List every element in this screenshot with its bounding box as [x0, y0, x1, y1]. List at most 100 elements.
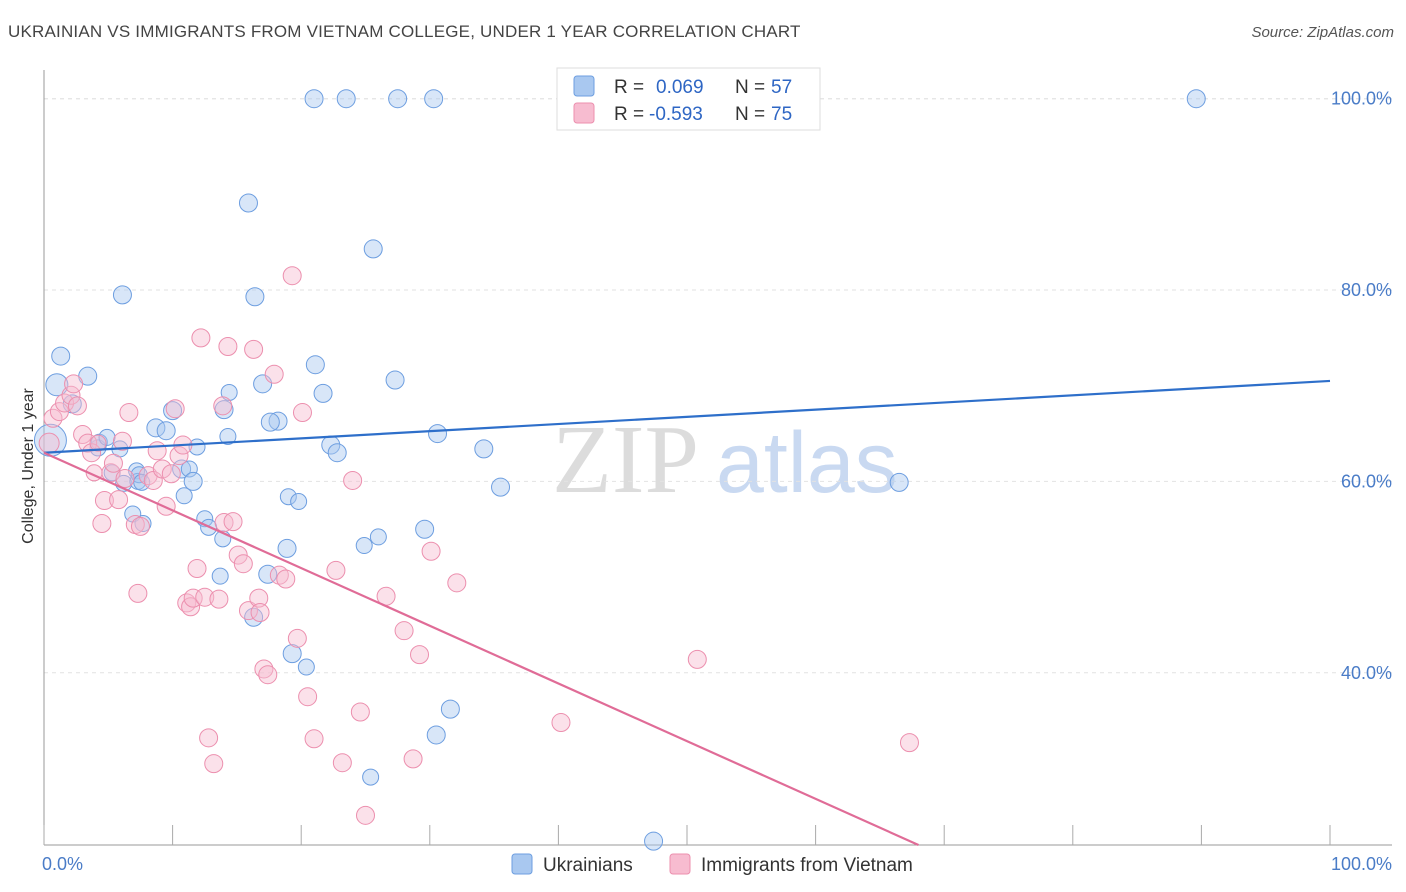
- ukrainian-point: [305, 355, 325, 375]
- vietnam-point: [78, 433, 98, 453]
- vietnam-point: [92, 514, 112, 534]
- vietnam-point: [38, 432, 60, 454]
- y-tick-label: 60.0%: [1341, 471, 1392, 491]
- vietnam-point: [282, 266, 302, 286]
- ukrainian-point: [51, 346, 71, 366]
- ukrainian-point: [428, 424, 448, 444]
- legend-n-label-vietnam: N =: [735, 104, 765, 125]
- x-tick-labels: 0.0% 100.0%: [42, 854, 1392, 874]
- ukrainian-point: [644, 831, 664, 851]
- ukrainian-point: [415, 519, 435, 539]
- vietnam-point: [199, 728, 219, 748]
- vietnam-point: [899, 733, 919, 753]
- legend-r-value-vietnam: -0.593: [649, 104, 703, 125]
- legend-r-label-ukrainians: R =: [614, 77, 644, 98]
- ukrainian-point: [279, 488, 297, 506]
- y-axis-label: College, Under 1 year: [20, 388, 37, 544]
- ukrainian-point: [238, 193, 258, 213]
- vietnam-point: [250, 603, 270, 622]
- ukrainian-point: [245, 287, 265, 307]
- vietnam-point: [115, 469, 135, 489]
- vietnam-point: [218, 337, 238, 357]
- y-tick-label: 80.0%: [1341, 280, 1392, 300]
- legend-label-vietnam: Immigrants from Vietnam: [701, 855, 913, 876]
- legend-r-value-ukrainians: 0.069: [656, 77, 704, 98]
- ukrainian-point: [180, 460, 198, 478]
- ukrainian-point: [45, 373, 69, 397]
- vietnam-point: [213, 396, 233, 416]
- vietnam-point: [238, 601, 258, 621]
- vietnam-point: [223, 512, 243, 532]
- vietnam-point: [119, 403, 139, 423]
- ukrainian-point: [363, 239, 383, 259]
- ukrainian-point: [134, 515, 152, 533]
- vietnam-point: [187, 558, 207, 578]
- vietnam-point: [287, 628, 307, 648]
- vietnam-point: [687, 649, 707, 669]
- vietnam-point: [551, 713, 571, 733]
- vietnam-point: [156, 496, 176, 516]
- correlation-legend: R = 0.069 N = 57 R = -0.593 N = 75: [556, 67, 821, 131]
- vietnam-point: [195, 587, 215, 607]
- trend-lines: [43, 379, 1331, 847]
- vietnam-point: [204, 754, 224, 774]
- ukrainian-point: [424, 89, 444, 109]
- vietnam-point: [350, 702, 370, 722]
- x-tick-label-min: 0.0%: [42, 854, 83, 874]
- vietnam-point: [298, 687, 318, 707]
- legend-swatch-vietnam: [573, 102, 595, 124]
- vietnam-point: [165, 399, 185, 419]
- source-label: Source: ZipAtlas.com: [1251, 24, 1394, 41]
- vietnam-point: [332, 753, 352, 773]
- legend-swatch-ukrainians: [573, 75, 595, 97]
- vietnam-point: [61, 385, 81, 405]
- legend-swatch-vietnam-bottom: [669, 853, 691, 875]
- vietnam-point: [244, 339, 264, 359]
- legend-box: [556, 67, 821, 131]
- ukrainian-point: [362, 768, 380, 786]
- y-tick-labels: 40.0% 60.0% 80.0% 100.0%: [1331, 89, 1392, 683]
- vietnam-point: [304, 729, 324, 749]
- ukrainian-point: [474, 439, 494, 459]
- vietnam-point: [403, 749, 423, 769]
- vietnam-point: [343, 470, 363, 490]
- vietnam-point: [276, 569, 296, 589]
- vietnam-point: [209, 589, 229, 609]
- legend-swatch-ukrainians-bottom: [511, 853, 533, 875]
- ukrainian-point: [220, 383, 238, 401]
- vietnam-point: [292, 403, 312, 423]
- x-tick-label-max: 100.0%: [1331, 854, 1392, 874]
- chart-title: UKRAINIAN VS IMMIGRANTS FROM VIETNAM COL…: [8, 22, 801, 41]
- ukrainian-point: [163, 401, 183, 421]
- y-tick-label: 40.0%: [1341, 663, 1392, 683]
- ukrainian-point: [297, 658, 315, 676]
- vietnam-point: [64, 374, 84, 394]
- vietnam-point: [394, 621, 414, 641]
- legend-n-value-ukrainians: 57: [771, 77, 792, 98]
- ukrainian-point: [156, 421, 176, 441]
- ukrainian-point: [327, 443, 347, 463]
- grid-lines: [44, 98, 1392, 674]
- vietnam-point: [421, 541, 441, 561]
- vietnam-point: [128, 583, 148, 603]
- vietnam-point: [264, 364, 284, 384]
- ukrainian-point: [385, 370, 405, 390]
- ukrainian-point: [268, 411, 288, 431]
- vietnam-point: [103, 453, 123, 473]
- ukrainian-point: [98, 428, 116, 446]
- vietnam-point: [410, 645, 430, 665]
- ukrainian-point: [426, 725, 446, 745]
- y-tick-label: 100.0%: [1331, 89, 1392, 109]
- ukrainian-point: [440, 699, 460, 719]
- axes: [43, 70, 1392, 846]
- legend-n-value-vietnam: 75: [771, 104, 792, 125]
- ukrainian-point: [277, 538, 297, 558]
- ukrainian-point: [260, 412, 280, 432]
- ukrainian-point: [211, 567, 229, 585]
- ukrainian-point: [282, 644, 302, 664]
- vietnam-point: [152, 459, 172, 479]
- watermark-atlas: atlas: [716, 415, 898, 511]
- ukrainian-point: [175, 487, 193, 505]
- vietnam-point: [147, 441, 167, 461]
